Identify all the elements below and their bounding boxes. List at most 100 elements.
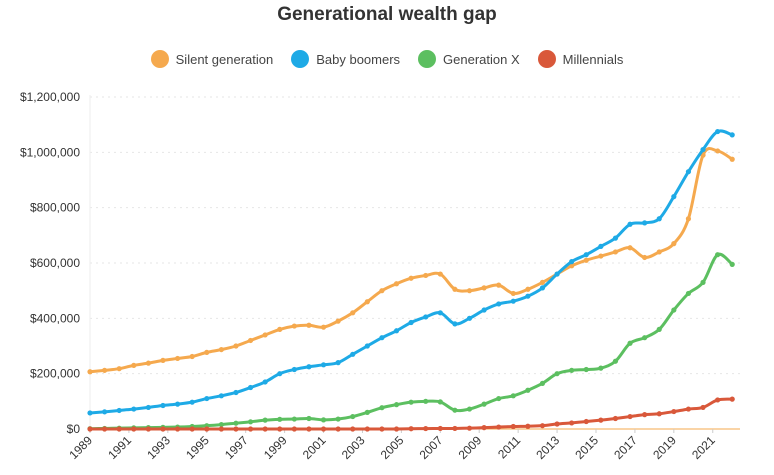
data-point-baby-boomers-21 <box>393 328 400 334</box>
data-point-baby-boomers-16 <box>320 362 327 368</box>
x-tick-label-5: 1999 <box>261 433 290 462</box>
data-point-generation-x-41 <box>685 290 692 297</box>
data-point-silent-generation-34 <box>583 257 589 263</box>
data-point-silent-generation-17 <box>335 318 341 324</box>
x-tick-label-9: 2007 <box>417 433 446 462</box>
data-point-generation-x-28 <box>496 395 502 402</box>
data-point-millennials-16 <box>320 426 327 432</box>
data-point-millennials-7 <box>189 426 195 432</box>
data-point-generation-x-27 <box>481 401 487 407</box>
data-point-millennials-23 <box>423 425 429 432</box>
data-point-silent-generation-9 <box>218 346 224 353</box>
data-point-millennials-25 <box>452 425 458 432</box>
data-point-baby-boomers-0 <box>87 410 93 416</box>
data-point-silent-generation-33 <box>569 263 575 269</box>
data-point-generation-x-16 <box>320 417 327 423</box>
data-point-generation-x-32 <box>554 371 560 377</box>
data-point-millennials-6 <box>174 426 181 432</box>
data-point-silent-generation-36 <box>612 249 619 255</box>
data-point-baby-boomers-5 <box>160 402 166 409</box>
data-point-baby-boomers-44 <box>729 132 735 138</box>
data-point-baby-boomers-19 <box>364 343 370 349</box>
data-point-silent-generation-7 <box>189 353 195 360</box>
data-point-silent-generation-6 <box>174 355 181 362</box>
data-point-baby-boomers-36 <box>612 235 619 241</box>
data-point-silent-generation-18 <box>350 310 356 316</box>
y-tick-label-0: $0 <box>67 422 81 436</box>
data-point-millennials-18 <box>350 426 356 432</box>
y-tick-label-4: $800,000 <box>30 201 80 215</box>
data-point-baby-boomers-13 <box>277 371 283 377</box>
legend-item-generation-x[interactable]: Generation X <box>418 50 520 68</box>
data-point-baby-boomers-38 <box>642 220 648 226</box>
data-point-millennials-31 <box>539 423 546 429</box>
data-point-silent-generation-20 <box>379 288 385 294</box>
x-tick-label-10: 2009 <box>456 433 485 462</box>
data-point-baby-boomers-33 <box>569 259 575 265</box>
data-point-millennials-33 <box>569 420 575 426</box>
x-tick-label-7: 2003 <box>339 433 368 462</box>
data-point-baby-boomers-34 <box>583 252 589 258</box>
data-point-generation-x-22 <box>408 399 414 405</box>
data-point-generation-x-35 <box>598 365 604 371</box>
x-tick-label-2: 1993 <box>144 433 173 462</box>
data-point-millennials-42 <box>700 404 706 411</box>
data-point-silent-generation-8 <box>204 349 210 355</box>
data-point-baby-boomers-1 <box>101 409 108 415</box>
data-point-millennials-43 <box>715 397 721 403</box>
data-point-generation-x-13 <box>277 416 283 422</box>
data-point-silent-generation-12 <box>262 332 268 338</box>
data-point-baby-boomers-25 <box>452 321 458 327</box>
data-point-baby-boomers-12 <box>262 379 268 385</box>
data-point-baby-boomers-41 <box>685 169 692 175</box>
data-point-millennials-27 <box>481 425 487 431</box>
y-tick-label-3: $600,000 <box>30 256 80 270</box>
data-point-millennials-34 <box>583 418 589 425</box>
data-point-millennials-10 <box>233 426 239 432</box>
data-point-baby-boomers-15 <box>306 364 312 370</box>
data-point-baby-boomers-23 <box>423 314 429 320</box>
data-point-millennials-15 <box>306 426 312 432</box>
x-tick-label-1: 1991 <box>105 433 134 462</box>
data-point-generation-x-24 <box>437 399 443 405</box>
y-tick-label-6: $1,200,000 <box>20 90 80 104</box>
data-point-millennials-4 <box>145 426 151 432</box>
data-point-generation-x-21 <box>393 402 400 408</box>
data-point-generation-x-33 <box>569 367 575 373</box>
data-point-baby-boomers-4 <box>145 404 151 411</box>
data-point-millennials-1 <box>101 426 108 432</box>
data-point-baby-boomers-31 <box>539 285 546 291</box>
data-point-millennials-3 <box>131 426 137 432</box>
data-point-millennials-35 <box>598 417 604 423</box>
legend-label-millennials: Millennials <box>562 51 624 67</box>
data-point-silent-generation-41 <box>685 216 692 222</box>
x-tick-label-6: 2001 <box>300 433 329 462</box>
data-point-generation-x-38 <box>642 335 648 341</box>
x-tick-label-12: 2013 <box>533 433 562 462</box>
series-millennials <box>87 396 735 432</box>
data-point-baby-boomers-43 <box>715 128 721 135</box>
data-point-silent-generation-28 <box>496 282 502 288</box>
legend-item-baby-boomers[interactable]: Baby boomers <box>291 50 400 68</box>
data-point-baby-boomers-37 <box>627 221 633 227</box>
data-point-silent-generation-43 <box>715 148 721 154</box>
data-point-silent-generation-16 <box>320 324 327 330</box>
data-point-generation-x-25 <box>452 407 458 413</box>
data-point-generation-x-30 <box>525 387 531 393</box>
data-point-silent-generation-29 <box>510 290 516 297</box>
data-point-millennials-26 <box>466 425 473 431</box>
chart-title: Generational wealth gap <box>277 4 497 25</box>
data-point-millennials-11 <box>247 426 254 432</box>
legend-marker-baby-boomers <box>291 50 310 68</box>
y-tick-label-1: $200,000 <box>30 367 80 381</box>
data-point-generation-x-15 <box>306 415 312 422</box>
legend-item-millennials[interactable]: Millennials <box>537 50 624 68</box>
data-point-baby-boomers-42 <box>700 146 706 153</box>
data-point-baby-boomers-27 <box>481 307 487 313</box>
data-point-baby-boomers-35 <box>598 243 604 249</box>
legend-item-silent-generation[interactable]: Silent generation <box>150 50 273 68</box>
data-point-silent-generation-30 <box>525 286 531 292</box>
data-point-silent-generation-5 <box>160 357 166 363</box>
data-point-silent-generation-23 <box>423 272 429 279</box>
